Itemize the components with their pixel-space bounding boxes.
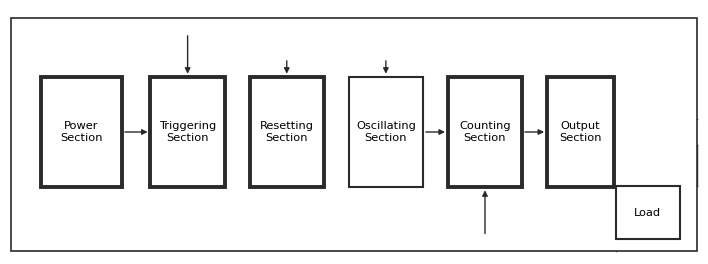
Bar [448,77,523,187]
Text: Power
Section: Power Section [60,121,103,143]
Bar [616,186,680,239]
Text: Counting
Section: Counting Section [459,121,510,143]
Text: Oscillating
Section: Oscillating Section [356,121,416,143]
Bar [250,77,324,187]
Bar [41,77,122,187]
Bar [11,18,697,251]
Bar [151,77,225,187]
Bar [547,77,614,187]
Text: Output
Section: Output Section [559,121,602,143]
Text: Resetting
Section: Resetting Section [260,121,314,143]
Bar [349,77,423,187]
Text: Triggering
Section: Triggering Section [159,121,216,143]
Text: Load: Load [634,208,661,218]
